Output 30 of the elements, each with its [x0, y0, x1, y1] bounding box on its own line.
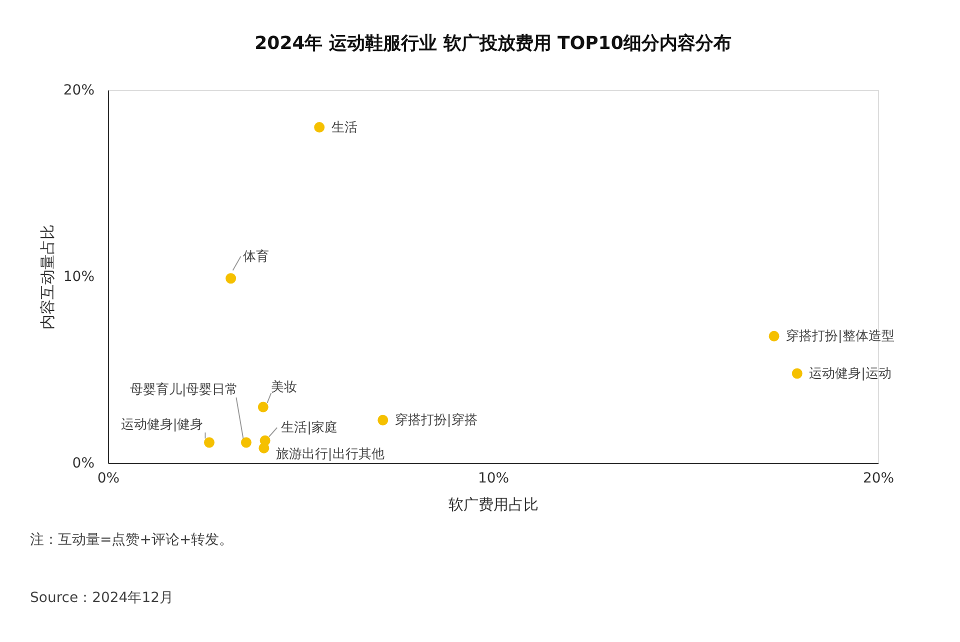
- annotation: 生活|家庭: [281, 420, 338, 436]
- annotation: 运动健身|运动: [809, 366, 892, 382]
- point: [768, 330, 780, 342]
- annotation: 生活: [331, 120, 358, 136]
- point: [240, 437, 252, 448]
- annotation: 母婴育儿|母婴日常: [130, 381, 238, 398]
- point: [258, 442, 270, 454]
- x-tick-label: 20%: [862, 470, 894, 486]
- point: [226, 273, 236, 284]
- annotation: 穿搭打扮|整体造型: [786, 329, 894, 344]
- annotation: 旅游出行|出行其他: [276, 447, 384, 462]
- y-tick-label: 0%: [72, 456, 94, 472]
- annotation: 美妆: [271, 379, 298, 396]
- annotation: 穿搭打扮|穿搭: [394, 413, 478, 428]
- annotation: 体育: [242, 248, 269, 264]
- y-tick-label: 20%: [63, 82, 94, 98]
- source-note: Source：2024年12月: [30, 590, 174, 606]
- point: [314, 122, 325, 133]
- text: 注：互动量=点赞+评论+转发。: [30, 532, 234, 548]
- y-axis-title: 内容互动量占比: [38, 224, 56, 330]
- chart-title: 2024年 运动鞋服行业 软广投放费用 TOP10细分内容分布: [254, 33, 732, 54]
- y-tick-label: 10%: [63, 269, 94, 285]
- x-tick-label: 0%: [97, 470, 120, 486]
- point: [258, 402, 268, 412]
- x-axis-title: 软广费用占比: [448, 496, 538, 514]
- annotation: 运动健身|健身: [120, 417, 204, 432]
- point: [792, 368, 802, 379]
- x-tick-label: 10%: [478, 470, 510, 486]
- point: [204, 437, 214, 448]
- point: [378, 414, 388, 426]
